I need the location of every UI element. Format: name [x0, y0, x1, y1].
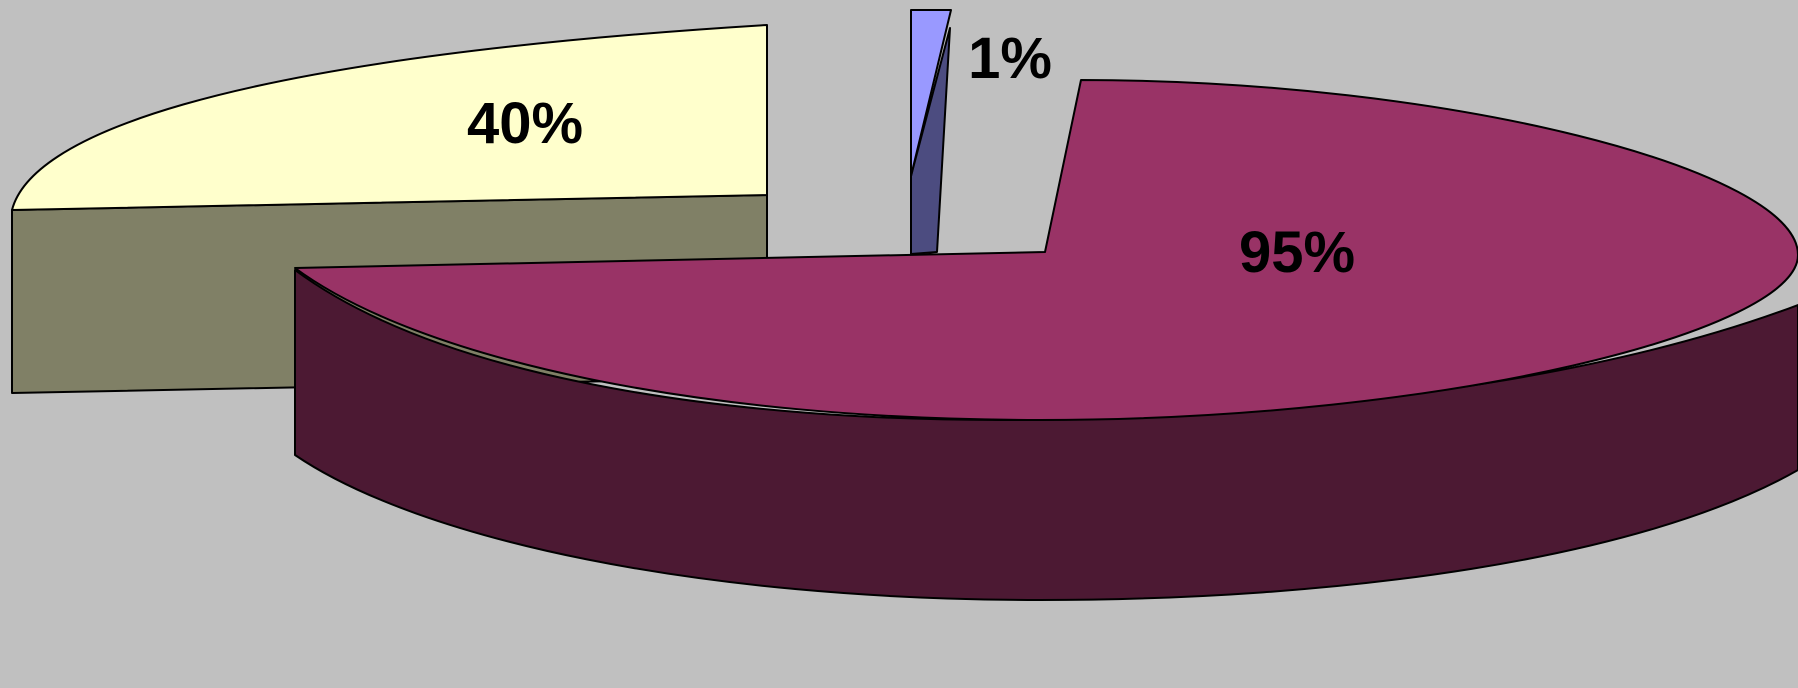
slice-1-label: 1%: [968, 26, 1052, 91]
slice-95-side: [294, 269, 1798, 601]
slice-1-side: [910, 27, 951, 255]
slice-95-percent: 95%: [294, 79, 1798, 601]
slice-40-top: [11, 24, 768, 211]
slice-1-top: [910, 9, 952, 177]
slice-95-label: 95%: [1239, 220, 1355, 285]
slice-40-label: 40%: [467, 91, 583, 156]
slice-1-percent: 1%: [910, 9, 1052, 255]
slice-95-top: [294, 79, 1798, 421]
